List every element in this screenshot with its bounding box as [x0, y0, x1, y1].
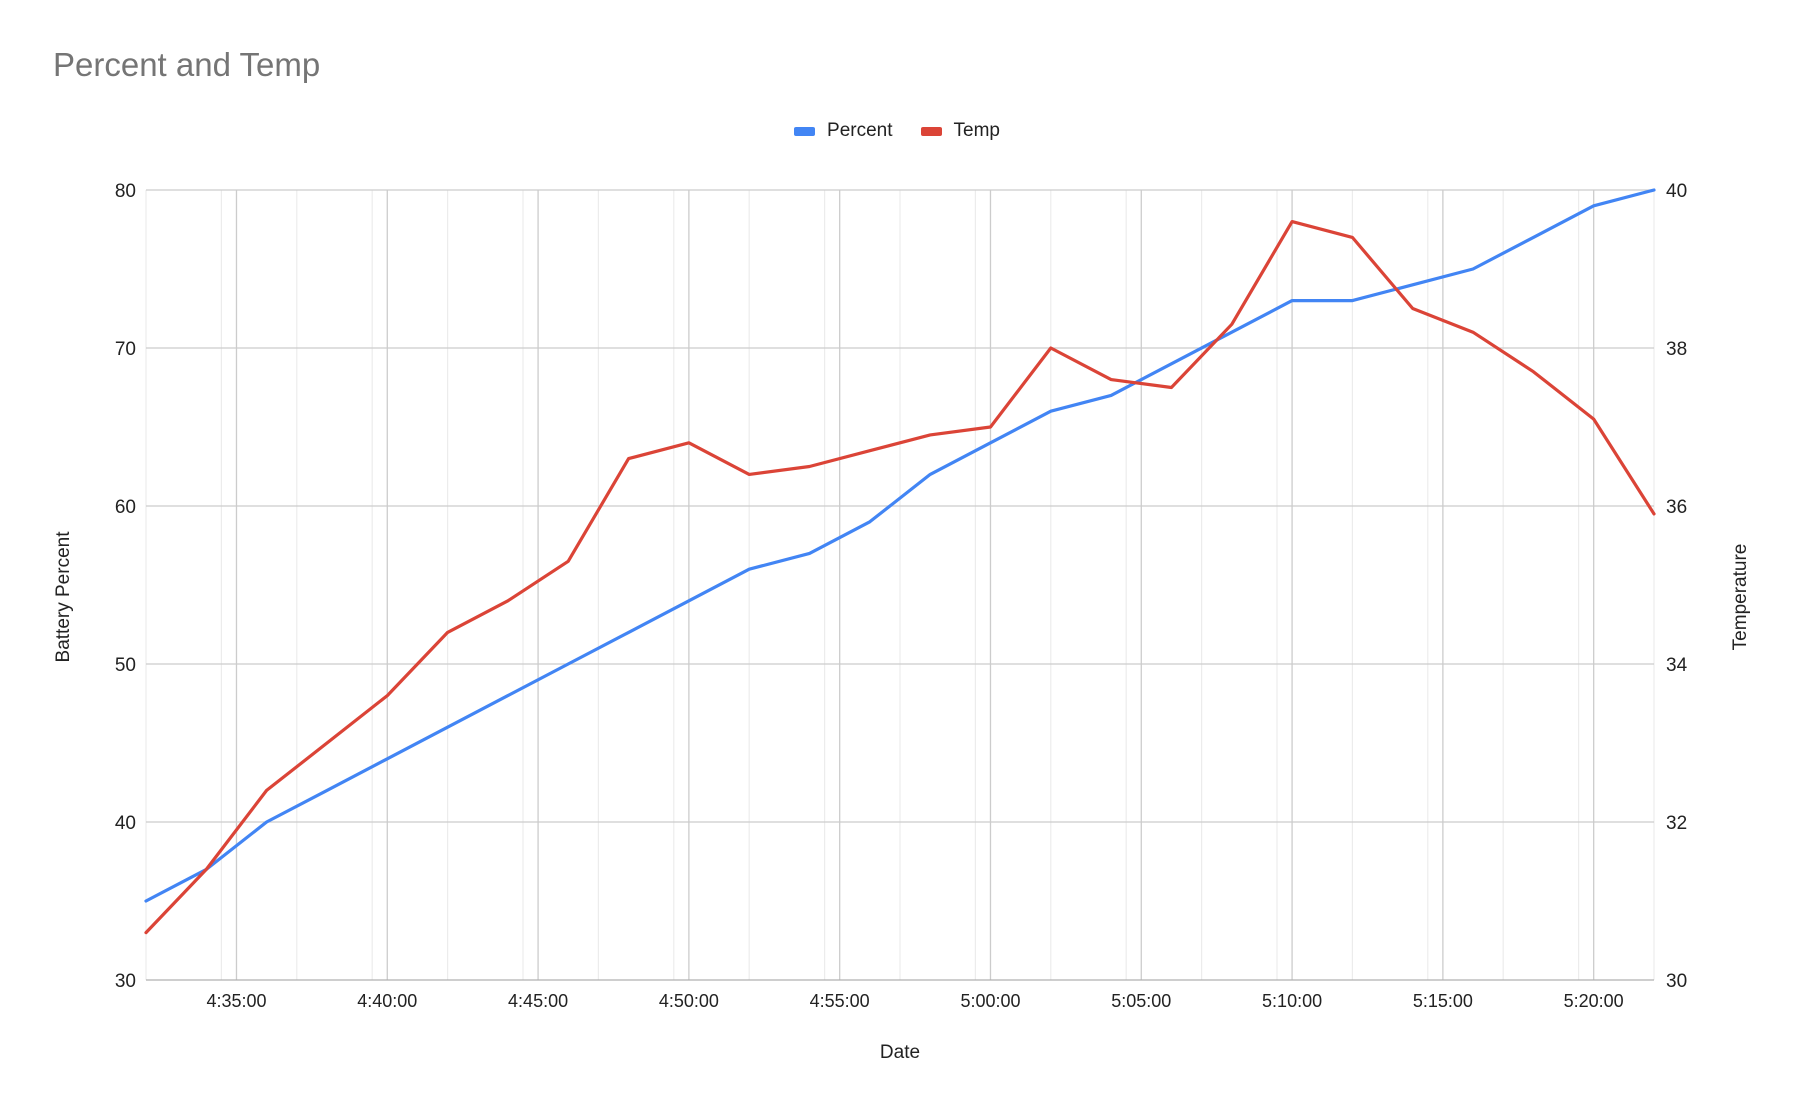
- y-right-tick-label: 30: [1666, 971, 1687, 992]
- series-lines: [144, 188, 1656, 935]
- legend-item-temp[interactable]: Temp: [920, 120, 1000, 142]
- legend-swatch-temp: [920, 126, 942, 136]
- y-right-tick-label: 40: [1666, 181, 1687, 202]
- x-tick-label: 4:55:00: [810, 991, 870, 1011]
- x-tick-label: 5:20:00: [1564, 991, 1624, 1011]
- legend: Percent Temp: [0, 120, 1794, 142]
- series-line-percent[interactable]: [144, 188, 1656, 903]
- x-tick-label: 5:15:00: [1413, 991, 1473, 1011]
- x-tick-label: 5:05:00: [1111, 991, 1171, 1011]
- legend-item-percent[interactable]: Percent: [794, 120, 893, 142]
- x-tick-label: 5:10:00: [1262, 991, 1322, 1011]
- y-left-tick-label: 80: [115, 181, 136, 202]
- x-tick-label: 4:45:00: [508, 991, 568, 1011]
- major-gridlines: [146, 189, 1654, 981]
- y-left-tick-label: 50: [115, 655, 136, 676]
- series-line-temp[interactable]: [144, 220, 1656, 935]
- minor-gridlines: [145, 190, 1655, 980]
- x-tick-label: 4:50:00: [659, 991, 719, 1011]
- x-axis-label: Date: [880, 1042, 920, 1063]
- legend-swatch-percent: [794, 126, 816, 136]
- x-tick-label: 5:00:00: [960, 991, 1020, 1011]
- y-axis-label-left: Battery Percent: [53, 531, 74, 663]
- y-right-tick-label: 38: [1666, 339, 1687, 360]
- y-right-tick-label: 36: [1666, 497, 1687, 518]
- y-left-tick-label: 60: [115, 497, 136, 518]
- y-left-tick-label: 70: [115, 339, 136, 360]
- y-axis-label-right: Temperature: [1730, 544, 1751, 651]
- y-left-tick-label: 30: [115, 971, 136, 992]
- x-tick-label: 4:40:00: [357, 991, 417, 1011]
- y-left-tick-label: 40: [115, 813, 136, 834]
- x-tick-label: 4:35:00: [206, 991, 266, 1011]
- tick-labels: 4:35:00 4:40:00 4:45:00 4:50:00 4:55:00 5:00:…: [115, 181, 1688, 1011]
- y-right-tick-label: 32: [1666, 813, 1687, 834]
- legend-label-temp: Temp: [953, 120, 1000, 141]
- y-right-tick-label: 34: [1666, 655, 1688, 676]
- chart-title: Percent and Temp: [53, 46, 321, 83]
- legend-label-percent: Percent: [827, 120, 893, 141]
